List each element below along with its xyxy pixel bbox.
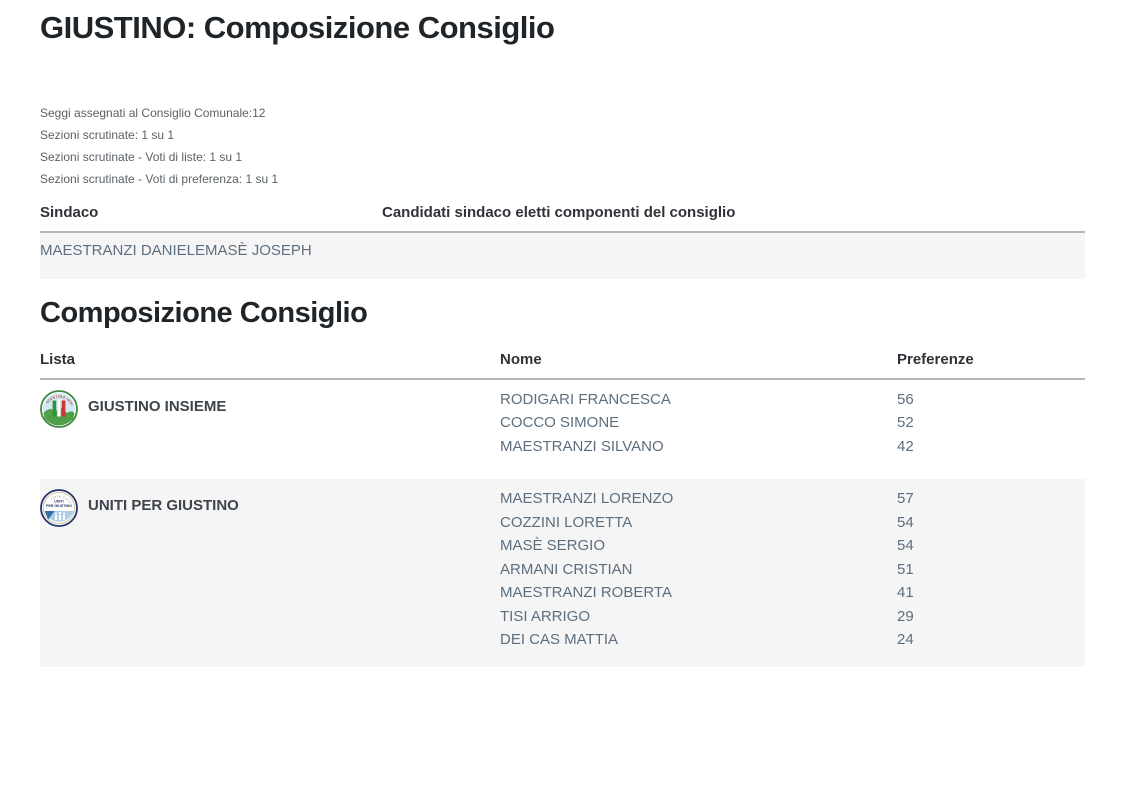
svg-text:UNITI: UNITI [54,500,63,504]
info-sezioni-voti-liste: Sezioni scrutinate - Voti di liste: 1 su… [40,149,243,164]
member-name: DEI CAS MATTIA [500,631,619,649]
section-title-composizione: Composizione Consiglio [40,296,368,329]
table-row: MAESTRANZI ROBERTA 41 [500,581,1085,605]
uniti-per-giustino-logo-icon: LISTA CIVICA UNITI PER GIUSTINO [40,489,78,528]
members-list: MAESTRANZI LORENZO 57 COZZINI LORETTA 54… [500,487,1085,652]
table-row: COZZINI LORETTA 54 [500,511,1085,535]
member-name: MAESTRANZI ROBERTA [500,584,672,602]
table-row: MAESTRANZI LORENZO 57 [500,487,1085,511]
member-name: MAESTRANZI LORENZO [500,490,674,508]
table-row: MAESTRANZI DANIELE MASÈ JOSEPH [40,232,1085,279]
info-seggi-assegnati: Seggi assegnati al Consiglio Comunale:12 [40,105,266,120]
table-row: ARMANI CRISTIAN 51 [500,558,1085,582]
col-header-lista: Lista [40,350,76,368]
member-name: MASÈ SERGIO [500,537,606,555]
table-row: MAESTRANZI SILVANO 42 [500,435,1085,459]
list-cell: GIUSTINO INSIEME GIUSTINO INSIEME [40,388,500,459]
member-name: MAESTRANZI SILVANO [500,437,664,455]
member-preferences: 24 [897,631,914,649]
member-name: COZZINI LORETTA [500,513,633,531]
info-sezioni-voti-preferenza: Sezioni scrutinate - Voti di preferenza:… [40,171,279,186]
sindaco-name: MAESTRANZI DANIELE [40,241,206,259]
list-name-label: UNITI PER GIUSTINO [88,497,239,515]
candidato-eletto-name: MASÈ JOSEPH [205,241,312,259]
table-row: MASÈ SERGIO 54 [500,534,1085,558]
svg-text:PER GIUSTINO: PER GIUSTINO [46,504,72,508]
table-row: COCCO SIMONE 52 [500,411,1085,435]
council-table-header: Lista Nome Preferenze [40,350,1085,380]
member-name: COCCO SIMONE [500,414,620,432]
col-header-sindaco: Sindaco [40,203,99,221]
table-row: TISI ARRIGO 29 [500,605,1085,629]
member-preferences: 29 [897,607,914,625]
list-group-giustino-insieme: GIUSTINO INSIEME GIUSTINO INSIEME RODIGA… [40,380,1085,474]
member-name: TISI ARRIGO [500,607,591,625]
col-header-preferenze: Preferenze [897,350,974,368]
member-preferences: 54 [897,513,914,531]
member-preferences: 56 [897,390,914,408]
member-preferences: 52 [897,414,914,432]
summary-info: Seggi assegnati al Consiglio Comunale:12… [40,102,1085,190]
members-list: RODIGARI FRANCESCA 56 COCCO SIMONE 52 MA… [500,388,1085,459]
giustino-insieme-logo-icon: GIUSTINO INSIEME [40,390,78,428]
col-header-nome: Nome [500,350,542,368]
info-sezioni-scrutinate: Sezioni scrutinate: 1 su 1 [40,127,175,142]
sindaco-table-header: Sindaco Candidati sindaco eletti compone… [40,203,1085,233]
list-name-label: GIUSTINO INSIEME [88,397,227,415]
member-preferences: 51 [897,560,914,578]
sindaco-table: Sindaco Candidati sindaco eletti compone… [40,203,1085,279]
list-cell: LISTA CIVICA UNITI PER GIUSTINO UNITI PE… [40,487,500,652]
list-group-uniti-per-giustino: LISTA CIVICA UNITI PER GIUSTINO UNITI PE… [40,479,1085,667]
council-table: Lista Nome Preferenze GIUSTINO INSIEME [40,350,1085,667]
member-name: ARMANI CRISTIAN [500,560,633,578]
main-content: GIUSTINO: Composizione Consiglio Seggi a… [0,10,1122,667]
table-row: DEI CAS MATTIA 24 [500,628,1085,652]
member-preferences: 42 [897,437,914,455]
member-name: RODIGARI FRANCESCA [500,390,671,408]
col-header-candidati-eletti: Candidati sindaco eletti componenti del … [382,203,736,221]
table-row: RODIGARI FRANCESCA 56 [500,388,1085,412]
page-title: GIUSTINO: Composizione Consiglio [40,10,555,45]
member-preferences: 41 [897,584,914,602]
member-preferences: 54 [897,537,914,555]
member-preferences: 57 [897,490,914,508]
